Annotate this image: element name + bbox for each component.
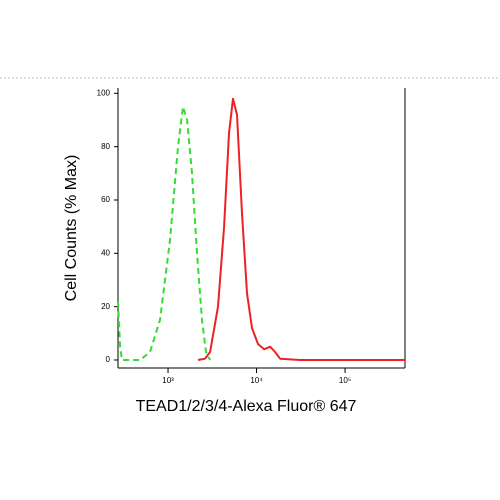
- y-tick-label: 80: [101, 142, 110, 151]
- y-axis-title: Cell Counts (% Max): [63, 155, 80, 302]
- histogram-line: [197, 97, 405, 361]
- y-tick-label: 40: [101, 248, 110, 257]
- y-tick-label: 0: [106, 355, 111, 364]
- y-tick-label: 60: [101, 195, 110, 204]
- x-tick-label: 10⁵: [339, 376, 351, 385]
- x-tick-label: 10³: [162, 376, 174, 385]
- x-axis-title: TEAD1/2/3/4-Alexa Fluor® 647: [136, 398, 357, 415]
- y-tick-label: 100: [97, 88, 111, 97]
- y-tick-label: 20: [101, 302, 110, 311]
- x-tick-label: 10⁴: [250, 376, 263, 385]
- histogram-line: [117, 105, 211, 361]
